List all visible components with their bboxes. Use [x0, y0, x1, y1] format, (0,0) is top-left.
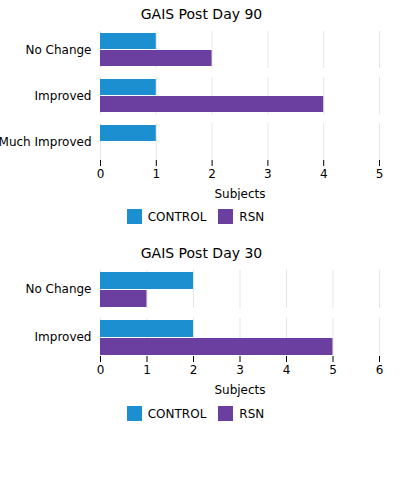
html-text:RSN: RSN — [239, 209, 265, 224]
svg-text:Subjects: Subjects — [214, 383, 265, 397]
svg-text:Subjects: Subjects — [214, 187, 265, 201]
svg-text:6: 6 — [376, 363, 384, 377]
svg-text:No Change: No Change — [25, 282, 91, 296]
svg-text:Improved: Improved — [35, 330, 92, 344]
svg-text:4: 4 — [283, 363, 291, 377]
svg-text:0: 0 — [97, 363, 105, 377]
html-text:CONTROL: CONTROL — [147, 209, 207, 224]
svg-text:3: 3 — [236, 363, 244, 377]
svg-text:5: 5 — [329, 363, 337, 377]
svg-text:5: 5 — [376, 167, 384, 181]
svg-text:1: 1 — [152, 167, 160, 181]
html-text:GAIS Post Day 90: GAIS Post Day 90 — [140, 6, 263, 22]
svg-text:4: 4 — [320, 167, 328, 181]
html-text:CONTROL: CONTROL — [147, 406, 207, 421]
svg-text:2: 2 — [208, 167, 216, 181]
svg-text:Much Improved: Much Improved — [0, 135, 92, 149]
svg-text:3: 3 — [264, 167, 272, 181]
svg-text:No Change: No Change — [25, 43, 91, 57]
html-text:GAIS Post Day 30: GAIS Post Day 30 — [140, 245, 263, 261]
svg-text:Improved: Improved — [35, 89, 92, 103]
svg-text:2: 2 — [190, 363, 198, 377]
html-text:RSN: RSN — [239, 406, 265, 421]
svg-text:0: 0 — [97, 167, 105, 181]
svg-text:1: 1 — [143, 363, 151, 377]
